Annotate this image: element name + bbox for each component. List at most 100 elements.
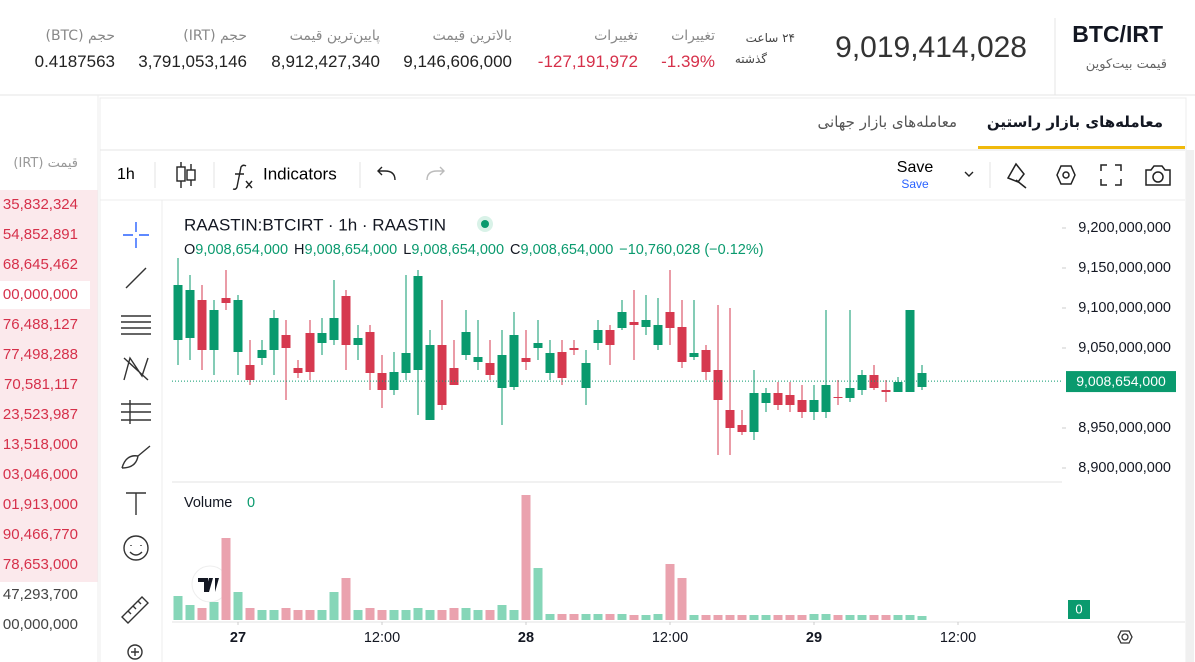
trend-line-tool[interactable] bbox=[125, 267, 147, 289]
candle-body bbox=[677, 327, 687, 362]
candle-body bbox=[905, 310, 915, 392]
candle-body bbox=[629, 322, 639, 325]
candle-body bbox=[821, 385, 831, 412]
candle-body bbox=[581, 363, 591, 388]
volume-bar bbox=[269, 610, 279, 620]
candle-body bbox=[605, 330, 615, 345]
volume-bar bbox=[737, 615, 747, 620]
volume-legend-value: 0 bbox=[247, 495, 255, 511]
candle-body bbox=[245, 365, 255, 380]
save-menu[interactable] bbox=[964, 171, 974, 177]
candle-body bbox=[317, 333, 327, 343]
candle-body bbox=[269, 318, 279, 350]
order-price: 01,913,000 bbox=[2, 496, 78, 513]
interval[interactable]: 1h bbox=[117, 166, 135, 183]
crosshair-tool[interactable] bbox=[123, 222, 149, 248]
volume-bar bbox=[557, 614, 567, 620]
candle-body bbox=[461, 332, 471, 355]
main-panel bbox=[99, 97, 1187, 662]
volume-bar bbox=[569, 614, 579, 620]
zoom-tool[interactable] bbox=[127, 644, 143, 660]
candle-body bbox=[893, 382, 903, 392]
text-tool[interactable] bbox=[126, 492, 146, 515]
candle-body bbox=[749, 393, 759, 432]
forecast-tool[interactable] bbox=[121, 400, 151, 424]
tab[interactable]: معامله‌های بازار جهانی bbox=[817, 113, 957, 131]
candle-body bbox=[857, 375, 867, 390]
volume-bar bbox=[449, 608, 459, 620]
candle-body bbox=[257, 350, 267, 358]
volume-bar bbox=[341, 578, 351, 620]
candle-body bbox=[521, 358, 531, 362]
indicators-button[interactable]: Indicators bbox=[263, 164, 337, 183]
volume-bar bbox=[665, 564, 675, 620]
candle-body bbox=[701, 350, 711, 372]
axis-settings[interactable] bbox=[1117, 630, 1133, 644]
volume-bar bbox=[785, 615, 795, 620]
emoji-tool[interactable] bbox=[123, 535, 149, 561]
volume-badge-value: 0 bbox=[1075, 601, 1082, 616]
y-tick-label: 8,950,000,000 bbox=[1078, 420, 1171, 436]
candle-body bbox=[497, 355, 507, 388]
volume-bar bbox=[701, 615, 711, 620]
candle-body bbox=[209, 310, 219, 350]
candle-body bbox=[365, 332, 375, 373]
alert-icon[interactable] bbox=[1006, 162, 1027, 189]
candle-body bbox=[653, 325, 663, 345]
pattern-tool[interactable] bbox=[123, 356, 149, 381]
x-tick-label: 12:00 bbox=[940, 630, 976, 646]
volume-bar bbox=[209, 602, 219, 620]
order-price: 68,645,462 bbox=[2, 256, 78, 273]
volume-bar bbox=[257, 610, 267, 620]
volume-bar bbox=[173, 596, 183, 620]
volume-bar bbox=[509, 610, 519, 620]
volume-bar bbox=[413, 608, 423, 620]
fullscreen-icon[interactable] bbox=[1100, 164, 1122, 186]
settings-icon[interactable] bbox=[1056, 165, 1076, 185]
order-price: 03,046,000 bbox=[2, 466, 78, 483]
indicators-icon[interactable] bbox=[232, 164, 253, 190]
candle-body bbox=[281, 335, 291, 348]
order-price: 00,000,000 bbox=[2, 616, 78, 633]
tab-active[interactable]: معامله‌های بازار راستین bbox=[986, 113, 1163, 131]
candle-body bbox=[593, 330, 603, 343]
candle-body bbox=[845, 388, 855, 398]
volume-bar bbox=[713, 615, 723, 620]
volume-bar bbox=[869, 615, 879, 620]
candle-body bbox=[425, 345, 435, 420]
ohlc-legend: O9,008,654,000 H9,008,654,000 L9,008,654,0… bbox=[184, 242, 764, 258]
volume-bar bbox=[185, 605, 195, 620]
volume-bar bbox=[353, 610, 363, 620]
volume-bar bbox=[581, 614, 591, 620]
ruler-tool[interactable] bbox=[121, 596, 149, 624]
candle-body bbox=[773, 393, 783, 405]
volume-bar bbox=[377, 610, 387, 620]
candle-body bbox=[185, 290, 195, 338]
volume-bar bbox=[641, 615, 651, 620]
candle-body bbox=[437, 345, 447, 405]
save-button[interactable]: Save bbox=[897, 159, 934, 176]
undo-icon[interactable] bbox=[377, 166, 396, 181]
order-price: 76,488,127 bbox=[2, 316, 78, 333]
y-tick-label: 8,900,000,000 bbox=[1078, 460, 1171, 476]
stat-value: 0.4187563 bbox=[34, 52, 115, 71]
candle-type-icon[interactable] bbox=[176, 162, 196, 188]
x-tick-label: 28 bbox=[518, 630, 534, 646]
candle-body bbox=[881, 390, 891, 392]
last-price: 9,019,414,028 bbox=[835, 31, 1027, 64]
volume-bar bbox=[293, 610, 303, 620]
volume-bar bbox=[905, 615, 915, 620]
order-price: 77,498,288 bbox=[2, 346, 78, 363]
volume-bar bbox=[857, 615, 867, 620]
stat-label: بالاترین قیمت bbox=[432, 28, 512, 44]
volume-bar bbox=[689, 615, 699, 620]
logo-mark bbox=[198, 578, 219, 592]
candle-body bbox=[509, 335, 519, 387]
order-price: 90,466,770 bbox=[2, 526, 78, 543]
candle-body bbox=[485, 363, 495, 375]
candle-body bbox=[617, 312, 627, 328]
brush-tool[interactable] bbox=[121, 445, 151, 469]
fib-tool[interactable] bbox=[121, 315, 151, 335]
screenshot-icon[interactable] bbox=[1145, 165, 1171, 186]
x-tick-label: 27 bbox=[230, 630, 246, 646]
